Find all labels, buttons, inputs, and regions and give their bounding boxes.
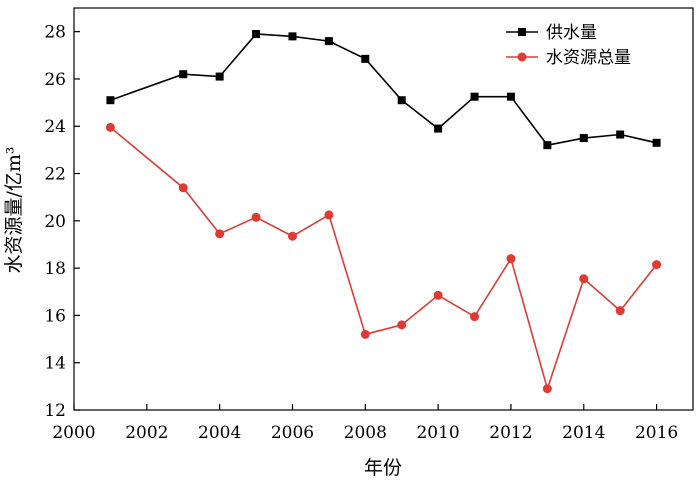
data-point: [579, 274, 589, 284]
data-point: [470, 92, 479, 101]
axes-layer: 2000 2002 2004 2006 2008 2010 2012 2014 20161214…: [44, 7, 694, 443]
legend-marker: [518, 28, 526, 36]
y-tick-label: 14: [44, 354, 66, 374]
series-layer: [105, 30, 662, 394]
plot-frame: [73, 7, 694, 411]
data-point: [579, 134, 588, 143]
y-tick-label: 18: [44, 259, 66, 279]
data-point: [615, 306, 625, 316]
x-tick-label: 2012: [489, 423, 532, 443]
data-point: [215, 229, 225, 239]
series-line: [109, 126, 658, 392]
data-point: [434, 124, 443, 133]
y-tick-label: 22: [44, 165, 66, 185]
y-tick-label: 20: [44, 212, 66, 232]
y-axis-label: 水资源量/亿m³: [3, 146, 25, 273]
data-point: [616, 130, 625, 139]
x-tick-label: 2002: [125, 423, 168, 443]
legend-marker: [517, 52, 527, 62]
data-point: [324, 210, 334, 220]
y-tick-label: 26: [44, 70, 66, 90]
data-point: [652, 138, 661, 147]
data-point: [324, 37, 333, 46]
data-point: [178, 183, 188, 193]
data-point: [652, 260, 662, 270]
x-tick-label: 2016: [635, 423, 678, 443]
data-point: [543, 141, 552, 150]
data-point: [361, 54, 370, 63]
data-point: [105, 122, 115, 132]
data-point: [433, 290, 443, 300]
data-point: [470, 312, 480, 322]
x-tick-label: 2008: [344, 423, 387, 443]
data-point: [252, 30, 261, 39]
data-point: [397, 320, 407, 330]
x-tick-label: 2010: [416, 423, 459, 443]
y-tick-label: 16: [44, 306, 66, 326]
legend-label: 水资源总量: [546, 48, 631, 68]
series-2: [105, 122, 662, 394]
series-1: [106, 30, 661, 150]
y-tick-label: 24: [44, 117, 66, 137]
data-point: [106, 96, 115, 105]
data-point: [506, 92, 515, 101]
data-point: [360, 329, 370, 339]
x-tick-label: 2014: [562, 423, 605, 443]
y-tick-label: 12: [44, 401, 66, 421]
data-point: [542, 384, 552, 394]
data-point: [288, 32, 297, 41]
y-tick-label: 28: [44, 23, 66, 43]
legend-label: 供水量: [546, 23, 597, 43]
data-point: [215, 72, 224, 81]
data-point: [506, 254, 516, 264]
data-point: [251, 212, 261, 222]
x-tick-label: 2000: [52, 423, 95, 443]
data-point: [287, 231, 297, 241]
x-axis-label: 年份: [364, 457, 402, 479]
data-point: [179, 70, 188, 79]
data-point: [397, 96, 406, 105]
x-tick-label: 2004: [198, 423, 241, 443]
x-tick-label: 2006: [271, 423, 314, 443]
